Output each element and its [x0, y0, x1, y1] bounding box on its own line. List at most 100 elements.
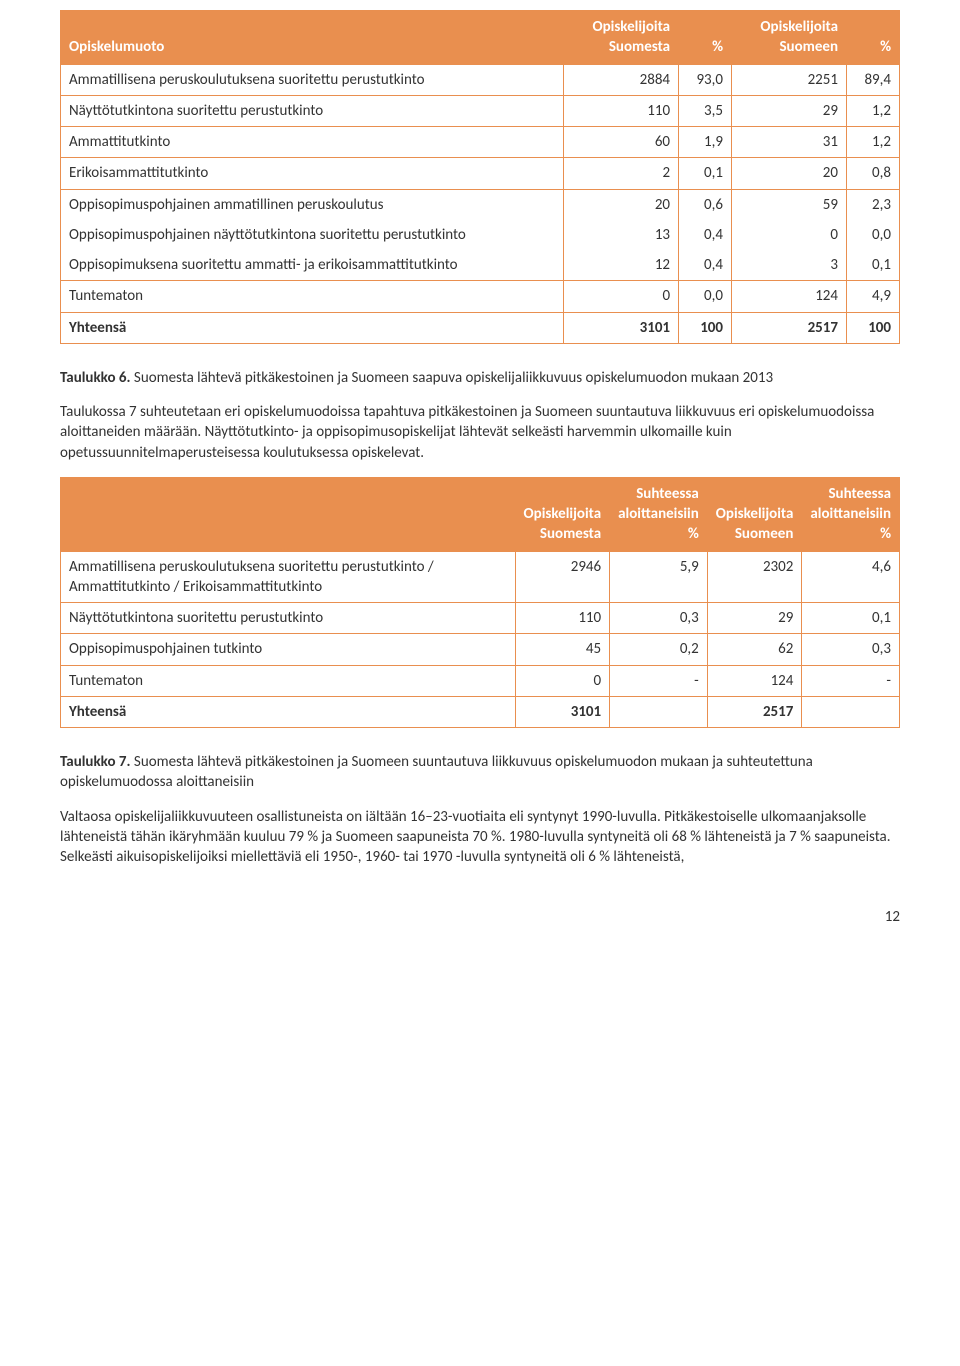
cell: 20 — [732, 158, 847, 189]
cell: 3,5 — [679, 95, 732, 126]
cell: 2517 — [732, 312, 847, 343]
cell: 0 — [515, 665, 610, 696]
col-blank — [61, 477, 516, 551]
cell: 3 — [732, 250, 847, 281]
cell: - — [802, 665, 900, 696]
cell: 110 — [564, 95, 679, 126]
cell: 3101 — [564, 312, 679, 343]
paragraph-2: Valtaosa opiskelijaliikkuvuuteen osallis… — [60, 807, 900, 868]
cell: 100 — [847, 312, 900, 343]
cell: 5,9 — [610, 551, 708, 603]
cell: 45 — [515, 634, 610, 665]
table-row: Oppisopimuspohjainen tutkinto 45 0,2 62 … — [61, 634, 900, 665]
table-row: Näyttötutkintona suoritettu perustutkint… — [61, 603, 900, 634]
cell: 29 — [707, 603, 802, 634]
table-row-total: Yhteensä 3101 100 2517 100 — [61, 312, 900, 343]
table-row: Oppisopimuspohjainen ammatillinen perusk… — [61, 189, 900, 220]
table-row: Ammatillisena peruskoulutuksena suoritet… — [61, 64, 900, 95]
cell-label: Oppisopimuksena suoritettu ammatti- ja e… — [61, 250, 564, 281]
table-row: Ammattitutkinto 60 1,9 31 1,2 — [61, 127, 900, 158]
table-row: Ammatillisena peruskoulutuksena suoritet… — [61, 551, 900, 603]
cell-label: Tuntematon — [61, 665, 516, 696]
col-suomesta: OpiskelijoitaSuomesta — [564, 11, 679, 65]
cell — [802, 696, 900, 727]
cell: 0,0 — [679, 281, 732, 312]
cell: - — [610, 665, 708, 696]
cell: 12 — [564, 250, 679, 281]
cell: 124 — [707, 665, 802, 696]
cell: 29 — [732, 95, 847, 126]
cell: 0,1 — [802, 603, 900, 634]
cell-label: Oppisopimuspohjainen näyttötutkintona su… — [61, 220, 564, 250]
cell: 0,2 — [610, 634, 708, 665]
col-pct1: % — [679, 11, 732, 65]
cell-label: Oppisopimuspohjainen ammatillinen perusk… — [61, 189, 564, 220]
cell: 2946 — [515, 551, 610, 603]
cell: 89,4 — [847, 64, 900, 95]
col-suomesta: OpiskelijoitaSuomesta — [515, 477, 610, 551]
cell: 2251 — [732, 64, 847, 95]
cell: 1,2 — [847, 127, 900, 158]
table-row: Tuntematon 0 - 124 - — [61, 665, 900, 696]
caption1-bold: Taulukko 6. — [60, 369, 131, 387]
cell: 0 — [732, 220, 847, 250]
col-suomeen: OpiskelijoitaSuomeen — [707, 477, 802, 551]
cell: 3101 — [515, 696, 610, 727]
cell: 13 — [564, 220, 679, 250]
cell: 2517 — [707, 696, 802, 727]
table-row: Oppisopimuksena suoritettu ammatti- ja e… — [61, 250, 900, 281]
cell-label: Ammattitutkinto — [61, 127, 564, 158]
table-row: Tuntematon 0 0,0 124 4,9 — [61, 281, 900, 312]
cell: 93,0 — [679, 64, 732, 95]
cell-label: Yhteensä — [61, 696, 516, 727]
table-header-row: Opiskelumuoto OpiskelijoitaSuomesta % Op… — [61, 11, 900, 65]
cell: 31 — [732, 127, 847, 158]
table-header-row: OpiskelijoitaSuomesta Suhteessaaloittane… — [61, 477, 900, 551]
table2-body: Ammatillisena peruskoulutuksena suoritet… — [61, 551, 900, 728]
cell: 2302 — [707, 551, 802, 603]
cell-label: Näyttötutkintona suoritettu perustutkint… — [61, 95, 564, 126]
cell: 0,4 — [679, 250, 732, 281]
table-opiskelumuoto: Opiskelumuoto OpiskelijoitaSuomesta % Op… — [60, 10, 900, 344]
col-pct2: % — [847, 11, 900, 65]
cell: 0,1 — [847, 250, 900, 281]
cell: 0,6 — [679, 189, 732, 220]
cell: 0,1 — [679, 158, 732, 189]
table-row: Näyttötutkintona suoritettu perustutkint… — [61, 95, 900, 126]
cell-label: Tuntematon — [61, 281, 564, 312]
cell: 124 — [732, 281, 847, 312]
paragraph-1: Taulukossa 7 suhteutetaan eri opiskelumu… — [60, 402, 900, 463]
cell: 60 — [564, 127, 679, 158]
cell: 2 — [564, 158, 679, 189]
caption2-text: Suomesta lähtevä pitkäkestoinen ja Suome… — [60, 753, 813, 791]
cell: 110 — [515, 603, 610, 634]
cell-label: Ammatillisena peruskoulutuksena suoritet… — [61, 551, 516, 603]
cell: 2,3 — [847, 189, 900, 220]
col-suhteessa2: Suhteessaaloittaneisiin% — [802, 477, 900, 551]
table2-caption: Taulukko 7. Suomesta lähtevä pitkäkestoi… — [60, 752, 900, 793]
cell-label: Erikoisammattitutkinto — [61, 158, 564, 189]
cell: 0,3 — [802, 634, 900, 665]
cell: 0,3 — [610, 603, 708, 634]
col-opiskelumuoto: Opiskelumuoto — [61, 11, 564, 65]
table-suhteessa: OpiskelijoitaSuomesta Suhteessaaloittane… — [60, 477, 900, 728]
cell-label: Oppisopimuspohjainen tutkinto — [61, 634, 516, 665]
cell: 4,9 — [847, 281, 900, 312]
cell — [610, 696, 708, 727]
cell: 4,6 — [802, 551, 900, 603]
cell: 1,9 — [679, 127, 732, 158]
cell: 0,0 — [847, 220, 900, 250]
table-row-total: Yhteensä 3101 2517 — [61, 696, 900, 727]
table1-body: Ammatillisena peruskoulutuksena suoritet… — [61, 64, 900, 343]
cell: 59 — [732, 189, 847, 220]
cell-label: Näyttötutkintona suoritettu perustutkint… — [61, 603, 516, 634]
cell: 2884 — [564, 64, 679, 95]
cell: 100 — [679, 312, 732, 343]
cell-label: Yhteensä — [61, 312, 564, 343]
col-suhteessa1: Suhteessaaloittaneisiin% — [610, 477, 708, 551]
table1-caption: Taulukko 6. Suomesta lähtevä pitkäkestoi… — [60, 368, 900, 388]
table-row: Oppisopimuspohjainen näyttötutkintona su… — [61, 220, 900, 250]
cell: 20 — [564, 189, 679, 220]
cell: 0,8 — [847, 158, 900, 189]
table-row: Erikoisammattitutkinto 2 0,1 20 0,8 — [61, 158, 900, 189]
